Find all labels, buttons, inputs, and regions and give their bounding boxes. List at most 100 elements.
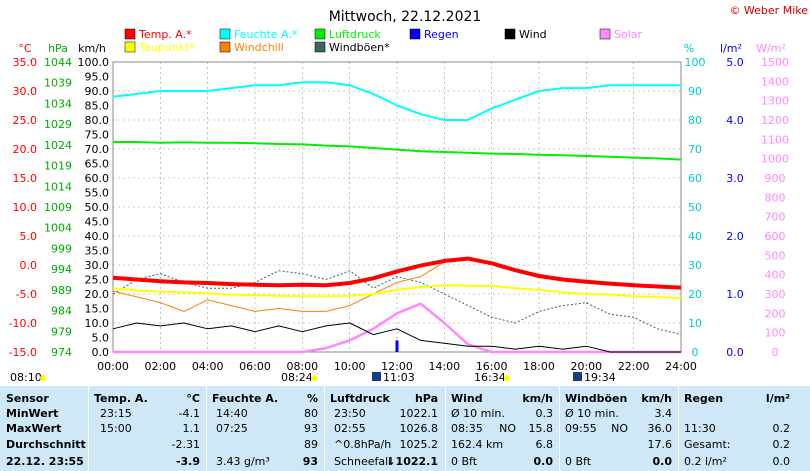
table-cell: 1.1 xyxy=(182,422,201,435)
table-cell: 1022.1 xyxy=(399,407,439,420)
legend-swatch xyxy=(219,41,231,53)
rain-bar xyxy=(395,340,399,352)
table-cell: 23:15 xyxy=(100,407,132,420)
axis-unit-solar: W/m² xyxy=(756,42,786,55)
tick-temp: 30.0 xyxy=(13,85,38,98)
tick-hpa: 1014 xyxy=(44,180,72,193)
legend-swatch xyxy=(219,28,231,40)
table-header: km/h xyxy=(522,392,553,405)
table-cell: 0.0 xyxy=(533,455,554,468)
tick-solar: 500 xyxy=(765,249,786,262)
tick-pct: 70 xyxy=(688,143,702,156)
series-line xyxy=(112,322,681,353)
tick-rain: 5.0 xyxy=(726,56,744,69)
table-cell: 11:30 xyxy=(684,422,716,435)
chart-series xyxy=(112,81,682,354)
legend-swatch xyxy=(599,28,611,40)
table-header: Luftdruck xyxy=(330,392,390,405)
table-header: l/m² xyxy=(765,392,790,405)
table-cell: 07:25 xyxy=(216,422,248,435)
table-cell: -2.31 xyxy=(171,438,200,451)
tick-solar: 1300 xyxy=(761,95,789,108)
tick-pct: 90 xyxy=(688,85,702,98)
tick-kmh: 15.0 xyxy=(85,303,110,316)
tick-x: 04:00 xyxy=(192,360,224,373)
weather-chart: Mittwoch, 22.12.2021 © Weber Mike Temp. … xyxy=(9,4,809,384)
tick-temp: 0.0 xyxy=(20,259,38,272)
tick-kmh: 55.0 xyxy=(85,187,110,200)
tick-kmh: 50.0 xyxy=(85,201,110,214)
tick-hpa: 1009 xyxy=(44,201,72,214)
table-cell: 0.3 xyxy=(535,407,554,420)
axis-unit-rain: l/m² xyxy=(720,42,742,55)
table-row-label: MinWert xyxy=(6,407,59,420)
legend-swatch xyxy=(504,28,516,40)
tick-x: 08:00 xyxy=(286,360,318,373)
table-cell: NO xyxy=(611,422,628,435)
table-header: Feuchte A. xyxy=(212,392,279,405)
sun-icon xyxy=(40,375,46,381)
tick-x: 22:00 xyxy=(618,360,650,373)
tick-pct: 80 xyxy=(688,114,702,127)
table-divider xyxy=(88,386,89,471)
series-line xyxy=(113,141,682,161)
tick-hpa: 979 xyxy=(51,325,72,338)
table-cell: 3.43 g/m³ xyxy=(216,455,270,468)
tick-kmh: 75.0 xyxy=(85,129,110,142)
table-cell: ↓1022.1 xyxy=(386,455,438,468)
tick-temp: 20.0 xyxy=(13,143,38,156)
table-cell: 36.0 xyxy=(647,422,673,435)
table-divider xyxy=(445,386,446,471)
legend-label: Luftdruck xyxy=(329,28,381,41)
table-cell: 0 Bft xyxy=(451,455,478,468)
tick-x: 24:00 xyxy=(665,360,697,373)
table-cell: 15.8 xyxy=(528,422,554,435)
tick-temp: 25.0 xyxy=(13,114,38,127)
sunrise-shown: 08:24 xyxy=(281,371,313,384)
tick-pct: 30 xyxy=(688,259,702,272)
tick-hpa: 1004 xyxy=(44,222,72,235)
tick-solar: 0 xyxy=(772,346,779,359)
tick-x: 00:00 xyxy=(97,360,129,373)
table-cell: -4.1 xyxy=(178,407,200,420)
tick-rain: 0.0 xyxy=(726,346,744,359)
axis-ticks: 35.030.025.020.015.010.05.00.0-5.0-10.0-… xyxy=(9,56,789,373)
axis-unit-pct: % xyxy=(684,42,694,55)
tick-kmh: 40.0 xyxy=(85,230,110,243)
table-cell: 1026.8 xyxy=(399,422,439,435)
tick-hpa: 1029 xyxy=(44,118,72,131)
tick-solar: 200 xyxy=(765,307,786,320)
tick-pct: 0 xyxy=(692,346,699,359)
tick-x: 10:00 xyxy=(334,360,366,373)
tick-solar: 900 xyxy=(765,172,786,185)
legend-label: Taupunkt* xyxy=(138,41,195,54)
table-header: % xyxy=(306,392,318,405)
tick-kmh: 70.0 xyxy=(85,143,110,156)
legend-label: Wind xyxy=(519,28,547,41)
table-cell: 0.2 xyxy=(772,422,791,435)
table-cell: Gesamt: xyxy=(684,438,731,451)
tick-solar: 100 xyxy=(765,327,786,340)
tick-rain: 4.0 xyxy=(726,114,744,127)
tick-temp: 35.0 xyxy=(13,56,38,69)
tick-solar: 300 xyxy=(765,288,786,301)
tick-kmh: 85.0 xyxy=(85,100,110,113)
table-cell: 162.4 km xyxy=(451,438,504,451)
table-cell: 6.8 xyxy=(535,438,554,451)
tick-rain: 1.0 xyxy=(726,288,744,301)
tick-rain: 2.0 xyxy=(726,230,744,243)
tick-kmh: 25.0 xyxy=(85,274,110,287)
table-divider xyxy=(324,386,325,471)
table-divider xyxy=(678,386,679,471)
table-cell: 80 xyxy=(304,407,318,420)
table-row-label: Durchschnitt xyxy=(6,438,86,451)
tick-kmh: 60.0 xyxy=(85,172,110,185)
tick-solar: 1000 xyxy=(761,153,789,166)
table-cell: 0.2 l/m² xyxy=(684,455,727,468)
sun-icon xyxy=(311,375,317,381)
table-divider xyxy=(559,386,560,471)
legend-label: Temp. A.* xyxy=(138,28,192,41)
table-cell: 0.2 xyxy=(772,438,791,451)
legend-swatch xyxy=(314,28,326,40)
tick-pct: 60 xyxy=(688,172,702,185)
